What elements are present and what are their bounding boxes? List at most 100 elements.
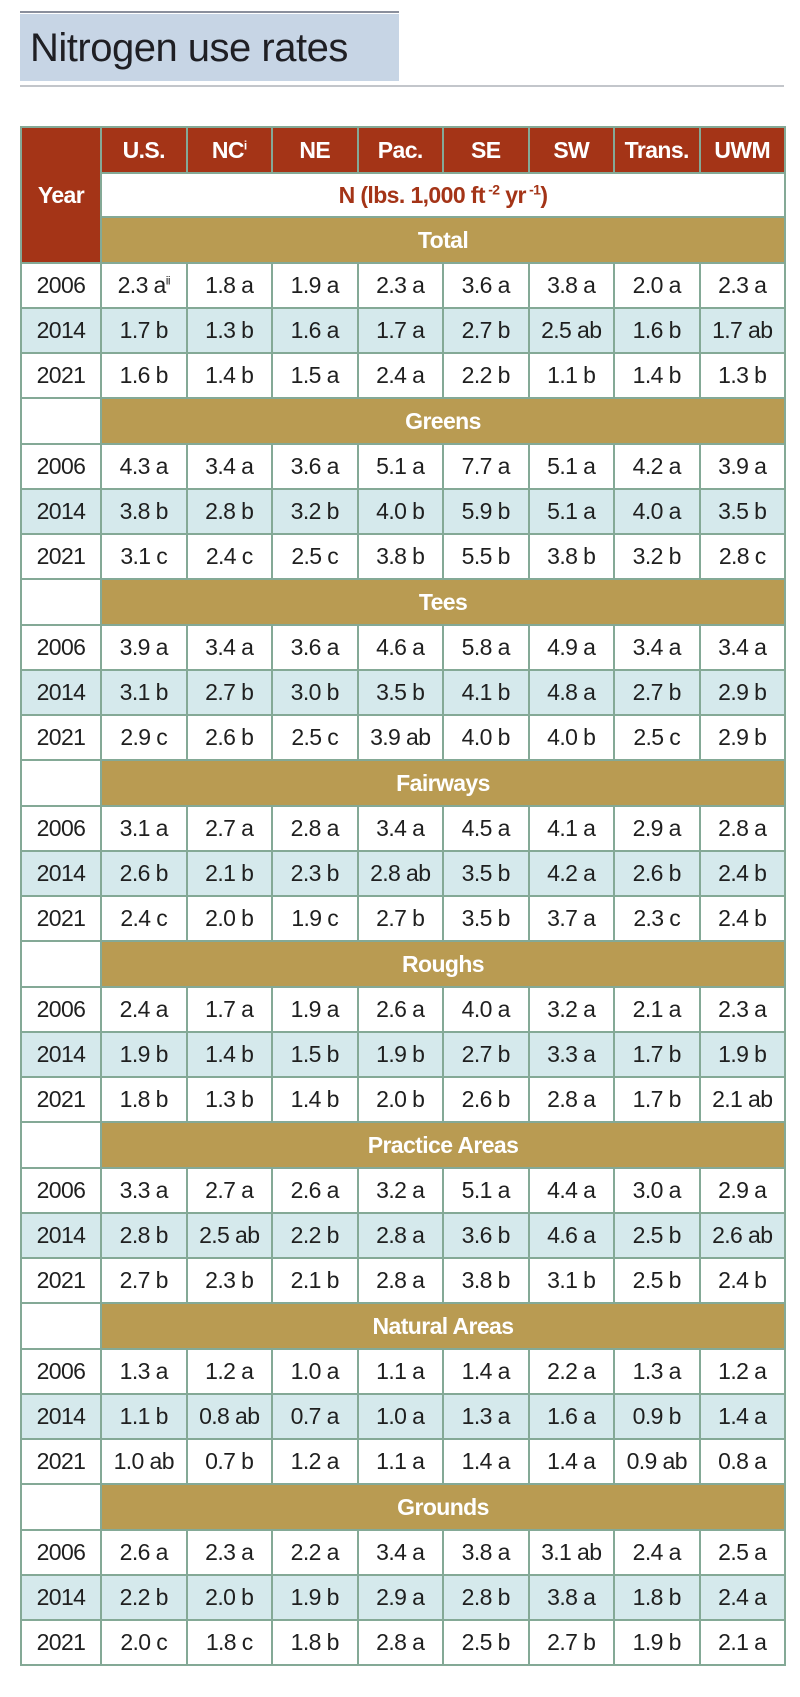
value-text: 3.8 b <box>376 543 425 569</box>
value-text: 2.4 a <box>718 1584 767 1610</box>
value-cell: 2.5 c <box>613 714 701 761</box>
value-cell: 1.7 b <box>100 307 188 354</box>
value-text: 2.7 b <box>205 679 254 705</box>
value-text: 2.7 b <box>547 1629 596 1655</box>
value-cell: 2.3 a <box>698 986 786 1033</box>
value-cell: 3.4 a <box>613 624 701 671</box>
value-text: 1.9 b <box>290 1584 340 1610</box>
value-text: 5.8 a <box>461 634 511 660</box>
value-text: 2.3 b <box>290 860 340 886</box>
value-text: 1.9 b <box>632 1629 682 1655</box>
year-cell: 2014 <box>20 1212 102 1259</box>
value-text: 2.5 c <box>633 724 681 750</box>
value-text: 2.5 ab <box>199 1222 260 1248</box>
value-text: 5.5 b <box>461 543 511 569</box>
value-text: 3.4 a <box>632 634 682 660</box>
value-cell: 2.7 a <box>185 1167 273 1214</box>
table-row: 2006 3.3 a 2.7 a 2.6 a 3.2 a 5.1 a 4.4 a 3.0 a 2… <box>20 1167 786 1214</box>
value-text: 1.9 a <box>290 996 340 1022</box>
value-cell: 2.3 a <box>185 1529 273 1576</box>
value-cell: 2.6 a <box>356 986 444 1033</box>
value-cell: 2.7 b <box>442 307 530 354</box>
value-cell: 2.9 b <box>698 714 786 761</box>
value-cell: 1.1 a <box>356 1348 444 1395</box>
value-text: 1.9 b <box>718 1041 767 1067</box>
value-cell: 5.5 b <box>442 533 530 580</box>
value-cell: 3.6 a <box>271 443 359 490</box>
value-text: 2.6 b <box>632 860 682 886</box>
value-cell: 3.4 a <box>185 443 273 490</box>
value-text: 3.6 a <box>461 272 511 298</box>
value-text: 0.8 a <box>718 1448 767 1474</box>
value-text: 1.8 b <box>632 1584 682 1610</box>
value-cell: 2.7 b <box>100 1257 188 1304</box>
year-cell: 2006 <box>20 986 102 1033</box>
value-text: 3.1 a <box>119 815 169 841</box>
value-cell: 1.4 b <box>271 1076 359 1123</box>
region-label: UWM <box>714 136 771 163</box>
value-cell: 1.9 a <box>271 262 359 309</box>
value-cell: 1.7 ab <box>698 307 786 354</box>
footnote-marker: ii <box>165 273 171 288</box>
table-row: 2021 2.0 c 1.8 c 1.8 b 2.8 a 2.5 b 2.7 b 1.9 b 2… <box>20 1619 786 1666</box>
value-text: 3.9 a <box>119 634 169 660</box>
value-text: 0.9 ab <box>626 1448 688 1474</box>
value-cell: 2.7 b <box>442 1031 530 1078</box>
value-cell: 3.8 b <box>356 533 444 580</box>
value-text: 2.7 b <box>632 679 682 705</box>
value-cell: 1.9 b <box>356 1031 444 1078</box>
value-text: 4.0 b <box>376 498 425 524</box>
value-cell: 2.8 a <box>527 1076 615 1123</box>
section-header-row: Natural Areas <box>20 1302 786 1350</box>
region-label: SE <box>471 136 501 163</box>
value-text: 2.7 b <box>461 1041 511 1067</box>
value-cell: 2.7 b <box>613 669 701 716</box>
value-cell: 3.8 b <box>442 1257 530 1304</box>
value-text: 3.2 a <box>547 996 596 1022</box>
value-text: 2.5 b <box>461 1629 511 1655</box>
value-cell: 2.9 a <box>613 805 701 852</box>
value-cell: 4.1 b <box>442 669 530 716</box>
region-header: Trans. <box>613 126 701 174</box>
value-text: 2.3 c <box>633 905 681 931</box>
value-text: 1.5 a <box>290 362 340 388</box>
footnote-marker: i <box>243 137 247 152</box>
value-text: 3.0 b <box>290 679 340 705</box>
value-text: 1.8 b <box>290 1629 340 1655</box>
value-cell: 2.3 b <box>271 850 359 897</box>
value-text: 2.6 b <box>205 724 254 750</box>
value-cell: 4.6 a <box>527 1212 615 1259</box>
value-text: 2.8 a <box>290 815 340 841</box>
value-text: 3.8 a <box>461 1539 511 1565</box>
value-text: 2.4 c <box>120 905 168 931</box>
blank-cell <box>20 1122 101 1168</box>
value-cell: 1.9 b <box>698 1031 786 1078</box>
value-text: 3.8 b <box>119 498 169 524</box>
year-cell: 2014 <box>20 1574 102 1621</box>
year-cell: 2021 <box>20 533 102 580</box>
table-row: 2014 2.2 b 2.0 b 1.9 b 2.9 a 2.8 b 3.8 a 1.8 b 2… <box>20 1574 786 1621</box>
value-text: 2.9 a <box>376 1584 425 1610</box>
region-label: Pac. <box>377 136 424 163</box>
value-text: 3.8 a <box>547 1584 596 1610</box>
value-text: 0.9 b <box>632 1403 682 1429</box>
value-text: 1.0 a <box>290 1358 340 1384</box>
value-text: 1.6 a <box>290 317 340 343</box>
value-cell: 1.3 b <box>185 307 273 354</box>
region-label: NC <box>211 136 245 163</box>
value-cell: 2.9 a <box>356 1574 444 1621</box>
value-text: 5.9 b <box>461 498 511 524</box>
value-text: 1.1 b <box>547 362 596 388</box>
value-cell: 2.6 a <box>271 1167 359 1214</box>
value-text: 4.9 a <box>547 634 596 660</box>
year-cell: 2021 <box>20 352 102 399</box>
year-cell: 2021 <box>20 1257 102 1304</box>
value-text: 2.0 a <box>632 272 682 298</box>
table-row: 2014 1.9 b 1.4 b 1.5 b 1.9 b 2.7 b 3.3 a 1.7 b 1… <box>20 1031 786 1078</box>
value-cell: 3.1 a <box>100 805 188 852</box>
value-cell: 2.6 b <box>185 714 273 761</box>
value-cell: 3.1 c <box>100 533 188 580</box>
value-cell: 1.6 a <box>271 307 359 354</box>
value-text: 2.5 c <box>291 543 339 569</box>
value-cell: 3.1 ab <box>527 1529 615 1576</box>
